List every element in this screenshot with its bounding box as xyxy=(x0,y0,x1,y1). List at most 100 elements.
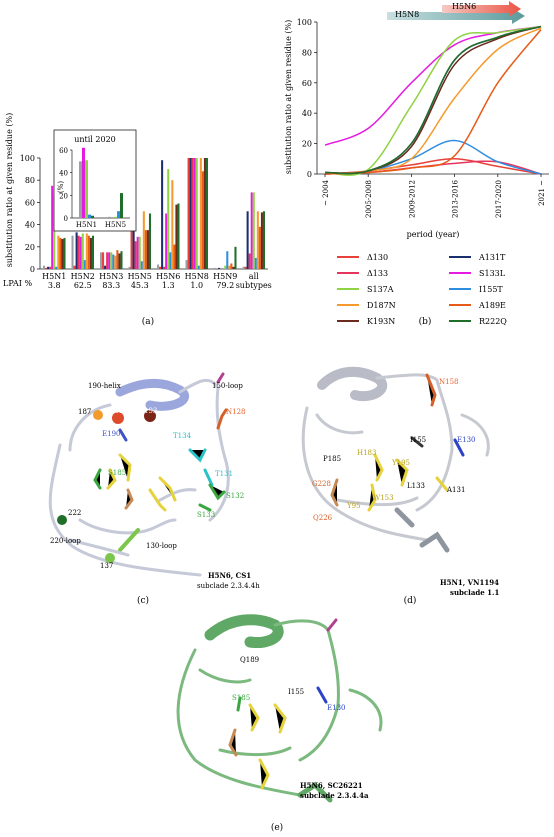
panel-label-c: (c) xyxy=(137,595,149,606)
bar-a189e xyxy=(87,235,90,269)
label-222: 222 xyxy=(68,509,81,517)
h5n8-arrow-label: H5N8 xyxy=(395,10,419,19)
line-r222q xyxy=(324,25,542,175)
label-137: 137 xyxy=(100,562,113,570)
bar-d133 xyxy=(248,253,251,269)
lpai-value: 62.5 xyxy=(74,281,92,290)
bar-a189e xyxy=(258,226,261,269)
bar-a189e xyxy=(59,237,62,269)
bar-r222q xyxy=(262,211,265,269)
bar-d187n xyxy=(85,233,88,269)
bar-s133l xyxy=(250,192,253,269)
bar-d187n xyxy=(171,180,174,269)
line-a189e xyxy=(324,29,542,175)
label-I155: I155 xyxy=(288,688,304,696)
bar-s137a xyxy=(53,194,56,269)
bar-d187n xyxy=(228,265,231,269)
h5n6-arrow xyxy=(442,1,521,17)
inset-y-tick-label: 20 xyxy=(59,192,68,200)
legend-label: R222Q xyxy=(479,317,507,326)
bar-i155t xyxy=(226,251,229,269)
caption-d-line2: subclade 1.1 xyxy=(450,588,499,597)
bar-a131t xyxy=(189,158,192,269)
bar-d130 xyxy=(159,266,162,269)
inset-bar-r222q xyxy=(91,215,94,218)
legend-item-d133: Δ133 xyxy=(337,269,388,278)
caption-d-line1: H5N1, VN1194 xyxy=(440,578,499,587)
bar-k193n xyxy=(175,204,178,269)
legend-label: I155T xyxy=(479,285,503,294)
bar-d133 xyxy=(77,235,80,269)
inset-bar-s137a xyxy=(85,160,88,218)
bar-lpai xyxy=(100,252,103,269)
bar-a189e xyxy=(173,244,176,269)
legend-item-a131t: A131T xyxy=(449,253,506,262)
legend-label: S133L xyxy=(479,269,506,278)
label-I155: I155 xyxy=(410,436,426,444)
label-Y95: Y95 xyxy=(346,502,361,510)
inset-bar-lpai xyxy=(79,161,82,218)
structure-e: Q189 I155 S185 E130 H5N6, SC26221 subcla… xyxy=(176,614,383,833)
legend-item-d130: Δ130 xyxy=(337,253,388,262)
legend-b: Δ130 A131T Δ133 S133L S137A I155T D187N A189E K1… xyxy=(337,253,507,326)
y-tick-label-b: 0 xyxy=(307,170,312,179)
bar-lpai xyxy=(185,260,188,269)
legend-label: D187N xyxy=(367,301,396,310)
legend-item-r222q: R222Q xyxy=(449,317,507,326)
bar-a189e xyxy=(230,263,233,269)
y-axis-label-b: substitution ratio at given residue (%) xyxy=(284,20,293,174)
bar-d133 xyxy=(106,252,109,269)
bar-s137a xyxy=(110,252,113,269)
bar-d133 xyxy=(191,158,194,269)
x-tick-label-a: H5N6 xyxy=(156,272,180,281)
inset-bar-i155t xyxy=(88,214,91,218)
bar-r222q xyxy=(120,251,123,269)
x-tick-labels-b: ~ 2004 2005-2008 2009-2012 2013-2016 2017-20… xyxy=(322,174,546,218)
bar-k193n xyxy=(61,239,64,269)
bar-lpai xyxy=(43,265,46,269)
bar-s137a xyxy=(81,233,84,269)
y-axis-label-a: substitution ratio at given residue (%) xyxy=(5,113,14,267)
bar-d130 xyxy=(102,252,105,269)
bar-a131t xyxy=(218,267,221,269)
y-tick-label-a: 0 xyxy=(30,265,35,274)
x-tick-label-b: ~ 2004 xyxy=(322,179,330,205)
bar-a189e xyxy=(116,250,119,269)
bar-i155t xyxy=(197,265,200,269)
structure-d: N158 I155 E130 P185 H183 Y195 G228 A131 … xyxy=(301,366,499,606)
x-tick-label-a: H5N9 xyxy=(213,272,237,281)
bar-k193n xyxy=(232,266,235,269)
label-E130: E130 xyxy=(327,704,345,712)
lpai-row-label: LPAI % xyxy=(3,279,32,288)
caption-e-line1: H5N6, SC26221 xyxy=(300,781,363,790)
bar-k193n xyxy=(203,158,206,269)
legend-label: A189E xyxy=(478,301,506,310)
bar-chart-a: substitution ratio at given residue (%) … xyxy=(3,113,272,327)
bar-s137a xyxy=(252,192,255,269)
x-axis-label-b: period (year) xyxy=(407,230,460,239)
label-A131: A131 xyxy=(446,486,465,494)
series-lines-b xyxy=(324,25,542,176)
bar-d133 xyxy=(49,266,52,269)
atoms-c xyxy=(57,410,156,563)
bar-d187n xyxy=(142,211,145,269)
bar-k193n xyxy=(260,212,263,269)
residue-labels-d: N158 I155 E130 P185 H183 Y195 G228 A131 … xyxy=(312,378,475,522)
legend-label: K193N xyxy=(367,317,395,326)
lpai-value: 1.0 xyxy=(190,281,203,290)
sticks-e xyxy=(228,686,328,790)
y-tick-label-a: 40 xyxy=(25,221,35,230)
label-E190: E190 xyxy=(102,430,120,438)
label-S133: S133 xyxy=(197,511,215,519)
bar-d187n xyxy=(114,255,117,269)
bar-s133l xyxy=(165,213,168,269)
bar-lpai xyxy=(157,264,160,269)
label-150-loop: 150-loop xyxy=(212,382,243,390)
x-tick-label-b: 2017-2020 xyxy=(495,180,503,218)
label-N128: N128 xyxy=(226,408,246,416)
bar-a131t xyxy=(104,265,107,269)
inset-x-labels: H5N1 H5N5 xyxy=(76,221,126,229)
bar-i155t xyxy=(83,260,86,269)
label-H183: H183 xyxy=(357,449,376,457)
